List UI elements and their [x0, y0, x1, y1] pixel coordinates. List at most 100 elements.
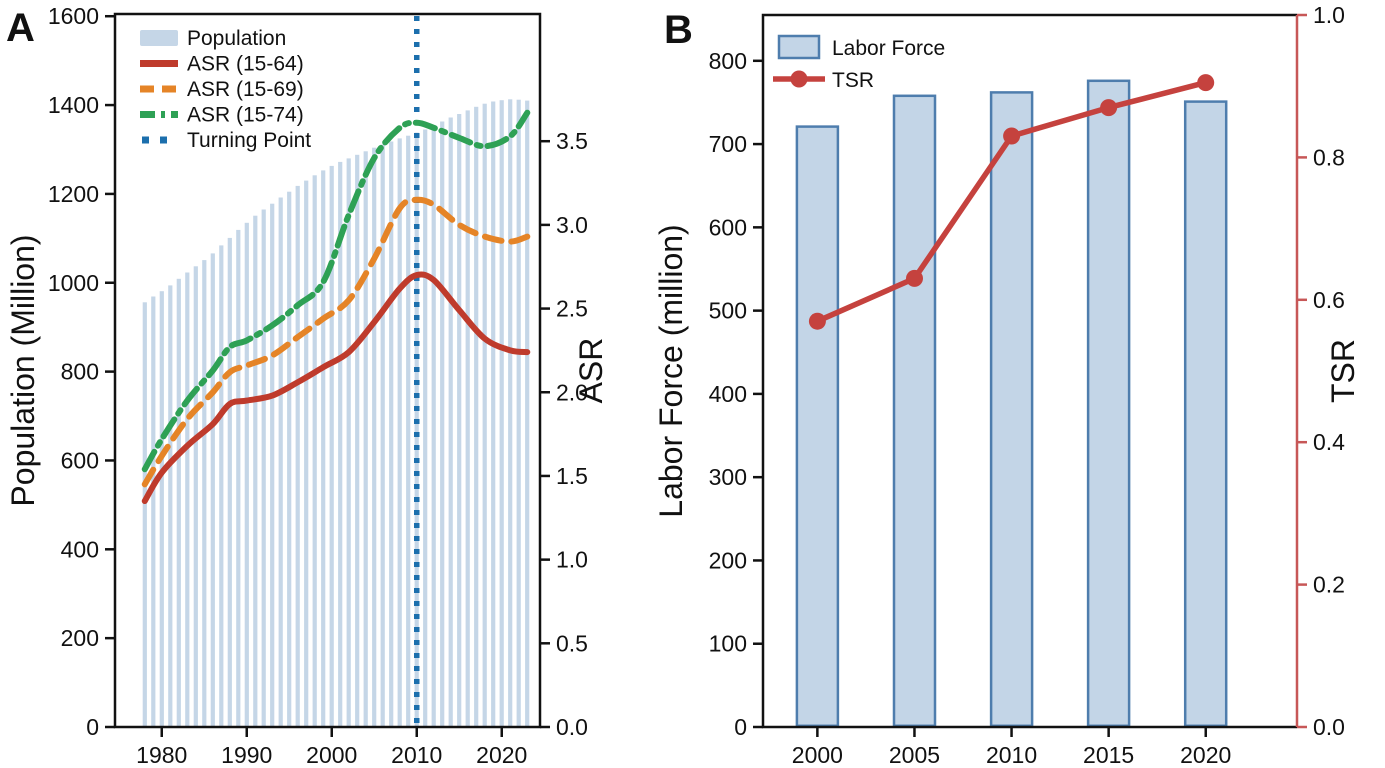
population-bar [431, 125, 436, 727]
population-bar [406, 135, 411, 727]
tsr-marker [1197, 74, 1215, 92]
tsr-marker [808, 312, 826, 330]
population-bar [525, 100, 530, 728]
labor-force-bar [795, 125, 840, 728]
population-bar [389, 141, 394, 727]
panel-a-right-tick-label: 2.0 [556, 379, 588, 405]
population-bar [465, 110, 470, 727]
panel-b-right-tick-label: 0.0 [1313, 714, 1345, 740]
panel-a-x-tick-label: 2000 [306, 742, 357, 768]
panel-b-x-tick-label: 2000 [792, 742, 843, 768]
legend-population-swatch [140, 30, 178, 46]
population-bar [423, 129, 428, 727]
population-bar [236, 229, 241, 727]
panel-a-bottom-axis: 1980 1990 2000 2010 2020 [136, 727, 527, 768]
panel-b-left-axis: 0 100 200 300 400 500 600 700 800 [709, 48, 763, 740]
panel-b-right-tick-label: 1.0 [1313, 2, 1345, 28]
panel-b-left-tick-label: 300 [709, 464, 747, 490]
panel-b-left-tick-label: 700 [709, 131, 747, 157]
asr-15-69--curve [141, 196, 531, 488]
panel-a-legend: Population ASR (15-64)ASR (15-69) ASR (15-… [140, 27, 311, 152]
panel-b-x-tick-label: 2020 [1180, 742, 1231, 768]
panel-b-left-axis-title: Labor Force (million) [653, 224, 689, 517]
population-bar [321, 170, 326, 727]
legend-series-label: ASR (15-64) [187, 53, 304, 76]
labor-force-bar [1183, 100, 1228, 728]
panel-a-x-tick-label: 1980 [136, 742, 187, 768]
panel-b-right-tick-label: 0.6 [1313, 287, 1345, 313]
tsr-marker [1100, 99, 1118, 117]
panel-b-label: B [664, 8, 693, 52]
panel-b-left-tick-label: 800 [709, 48, 747, 74]
population-bar [499, 100, 504, 727]
population-bar [448, 117, 453, 727]
panel-a-left-tick-label: 800 [61, 359, 99, 385]
panel-b-right-tick-label: 0.4 [1313, 429, 1345, 455]
panel-b-left-tick-label: 100 [709, 631, 747, 657]
population-bar [304, 180, 309, 728]
population-bar [363, 151, 368, 728]
population-bar [440, 121, 445, 727]
labor-force-bar [989, 91, 1034, 728]
panel-b-plot: 0 100 200 300 400 500 600 700 800 2000 2005 2010 201… [653, 2, 1361, 768]
panel-a-right-tick-label: 3.5 [556, 128, 588, 154]
panel-a-x-tick-label: 1990 [221, 742, 272, 768]
population-bar [329, 165, 334, 727]
population-bar [253, 215, 258, 727]
population-bar [312, 175, 317, 728]
legend-series-label: ASR (15-69) [187, 78, 304, 101]
population-bar [168, 285, 173, 727]
population-bar [270, 203, 275, 727]
population-bar [219, 245, 224, 727]
population-bar [261, 209, 266, 727]
legend-labor-force-swatch [777, 34, 821, 60]
labor-force-bar [892, 94, 937, 728]
population-bar [482, 103, 487, 727]
panel-b-left-tick-label: 400 [709, 381, 747, 407]
panel-a-right-tick-label: 3.0 [556, 212, 588, 238]
legend-labor-force-label: Labor Force [832, 37, 945, 60]
population-bar [397, 138, 402, 727]
panel-a-left-tick-label: 1200 [48, 181, 99, 207]
panel-a-left-tick-label: 200 [61, 625, 99, 651]
tsr-marker [906, 269, 923, 287]
legend-tsr-marker [790, 70, 808, 88]
population-bar [210, 253, 215, 727]
population-bar [474, 106, 479, 728]
panel-a-right-tick-label: 0.0 [556, 714, 588, 740]
asr-15-74--curve [141, 109, 531, 473]
population-bar [516, 99, 521, 727]
tsr-marker [1003, 127, 1021, 145]
population-bar [346, 158, 351, 727]
population-bar [151, 296, 156, 727]
panel-a-left-tick-label: 600 [61, 447, 99, 473]
population-bar [278, 197, 283, 727]
legend-series-label: ASR (15-74) [187, 104, 304, 127]
panel-b-x-tick-label: 2010 [986, 742, 1037, 768]
legend-tsr-label: TSR [832, 69, 874, 92]
panel-a-right-tick-label: 0.5 [556, 630, 588, 656]
tsr-line [808, 74, 1215, 330]
population-bars [142, 99, 530, 728]
panel-a-left-tick-label: 0 [86, 714, 99, 740]
population-bar [185, 272, 190, 727]
panel-a-right-axis: 0.0 0.5 1.0 1.5 2.0 2.5 3.0 3.5 [540, 128, 588, 740]
panel-a-left-tick-label: 400 [61, 536, 99, 562]
panel-b-right-axis-title: TSR [1325, 339, 1361, 403]
population-bar [295, 185, 300, 727]
population-bar [227, 237, 232, 727]
population-bar [380, 144, 385, 728]
panel-b-right-axis: 0.0 0.2 0.4 0.6 0.8 1.0 [1297, 2, 1345, 740]
legend-population-label: Population [187, 27, 286, 50]
panel-b-x-tick-label: 2015 [1083, 742, 1134, 768]
population-bar [193, 266, 198, 727]
panel-a-right-axis-title: ASR [573, 338, 609, 404]
panel-a-axes: 0 200 400 600 800 1000 1200 1400 1600 1980 1990 200… [48, 3, 588, 768]
panel-a-plot: 0 200 400 600 800 1000 1200 1400 1600 1980 1990 200… [5, 3, 609, 768]
population-bar [508, 99, 513, 728]
panel-b-axes: 0 100 200 300 400 500 600 700 800 2000 2005 2010 201… [709, 2, 1346, 768]
labor-force-bars [795, 79, 1228, 728]
panel-b-right-tick-label: 0.8 [1313, 144, 1345, 170]
